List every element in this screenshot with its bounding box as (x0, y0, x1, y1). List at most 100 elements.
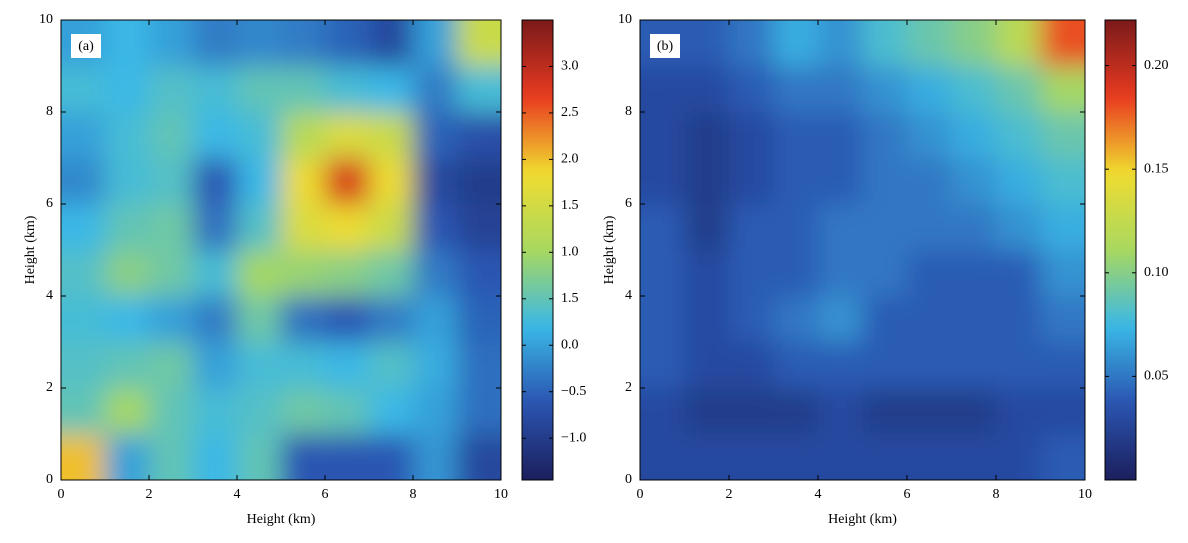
cell (729, 342, 774, 389)
colorbar (1104, 19, 1137, 481)
cell (237, 66, 282, 113)
colorbar-tick-label: 3.0 (561, 59, 579, 74)
cell (996, 296, 1041, 343)
cell (237, 342, 282, 389)
cell (281, 20, 326, 67)
cell (640, 250, 685, 297)
cell (413, 112, 458, 159)
cell (193, 434, 238, 480)
cell (1040, 66, 1085, 113)
cell (149, 296, 194, 343)
cell (413, 158, 458, 205)
y-tick-label: 0 (625, 472, 632, 487)
x-tick-label: 6 (322, 487, 329, 502)
cell (996, 342, 1041, 389)
cell (369, 112, 414, 159)
y-tick-label: 6 (625, 196, 632, 211)
cell (951, 296, 997, 343)
cell (105, 342, 150, 389)
x-tick-label: 2 (146, 487, 153, 502)
colorbar-tick-label: −0.5 (561, 384, 586, 399)
cell (413, 250, 458, 297)
cell (729, 296, 774, 343)
cell (369, 20, 414, 67)
cell (105, 204, 150, 251)
y-tick-label: 0 (46, 472, 53, 487)
cell (684, 20, 730, 67)
cell (193, 112, 238, 159)
heatmap (640, 20, 1085, 480)
cell (457, 66, 501, 113)
cell (457, 296, 501, 343)
cell (729, 66, 774, 113)
cell (105, 66, 150, 113)
cell (951, 20, 997, 67)
colorbar-tick-label: 1.5 (561, 291, 579, 306)
cell (369, 250, 414, 297)
cell (907, 434, 952, 480)
cell (61, 66, 106, 113)
cell (818, 296, 863, 343)
cell (640, 342, 685, 389)
y-tick-label: 8 (625, 104, 632, 119)
cell (369, 158, 414, 205)
colorbar-tick-label: −1.0 (561, 430, 586, 445)
cell (281, 158, 326, 205)
panel-label-box (650, 34, 680, 58)
cell (862, 250, 908, 297)
cell (105, 20, 150, 67)
cell (951, 342, 997, 389)
cell (325, 20, 370, 67)
cell (193, 342, 238, 389)
cell (369, 66, 414, 113)
x-tick-label: 0 (58, 487, 65, 502)
colorbar-tick-label: 0.20 (1144, 58, 1169, 73)
cell (61, 112, 106, 159)
cell (818, 250, 863, 297)
cell (325, 158, 370, 205)
cell (951, 158, 997, 205)
cell (413, 434, 458, 480)
cell (773, 158, 819, 205)
cell (907, 20, 952, 67)
cell (457, 20, 501, 67)
cell (907, 250, 952, 297)
cell (105, 158, 150, 205)
cell (907, 296, 952, 343)
cell (281, 204, 326, 251)
cell (193, 388, 238, 435)
cell (281, 342, 326, 389)
cell (61, 434, 106, 480)
y-tick-label: 10 (618, 12, 632, 27)
cell (862, 112, 908, 159)
colorbar-tick-label: 1.0 (561, 245, 579, 260)
cell (684, 204, 730, 251)
cell (325, 250, 370, 297)
cell (818, 434, 863, 480)
cell (61, 204, 106, 251)
cell (149, 112, 194, 159)
cell (640, 434, 685, 480)
cells (640, 20, 1085, 480)
cell (237, 204, 282, 251)
cell (281, 388, 326, 435)
cell (907, 204, 952, 251)
y-tick-label: 2 (625, 380, 632, 395)
cell (281, 434, 326, 480)
cell (457, 434, 501, 480)
cell (413, 296, 458, 343)
cell (862, 388, 908, 435)
cell (1040, 158, 1085, 205)
cell (684, 158, 730, 205)
cell (325, 112, 370, 159)
cell (1040, 434, 1085, 480)
cell (684, 112, 730, 159)
cell (369, 388, 414, 435)
cell (640, 296, 685, 343)
x-tick-label: 4 (234, 487, 241, 502)
cell (684, 388, 730, 435)
cell (105, 250, 150, 297)
y-tick-label: 4 (46, 288, 53, 303)
heatmap (61, 20, 501, 480)
